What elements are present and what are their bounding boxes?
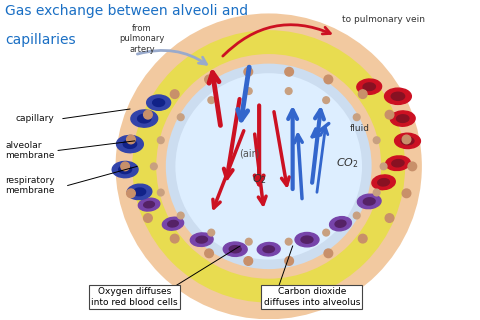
Ellipse shape bbox=[396, 115, 409, 123]
Ellipse shape bbox=[335, 220, 346, 227]
Text: from
pulmonary
artery: from pulmonary artery bbox=[119, 24, 165, 54]
Ellipse shape bbox=[119, 165, 132, 174]
Ellipse shape bbox=[244, 68, 252, 76]
Ellipse shape bbox=[385, 110, 394, 119]
Ellipse shape bbox=[353, 212, 360, 219]
Text: to pulmonary vein: to pulmonary vein bbox=[342, 15, 425, 24]
Ellipse shape bbox=[380, 163, 387, 170]
Ellipse shape bbox=[127, 189, 135, 198]
Ellipse shape bbox=[363, 198, 375, 205]
Text: Oxygen diffuses
into red blood cells: Oxygen diffuses into red blood cells bbox=[91, 287, 178, 307]
Ellipse shape bbox=[401, 137, 414, 145]
Ellipse shape bbox=[170, 234, 179, 243]
Ellipse shape bbox=[402, 135, 411, 144]
Ellipse shape bbox=[373, 189, 380, 196]
Ellipse shape bbox=[229, 246, 241, 253]
Ellipse shape bbox=[196, 236, 207, 243]
Ellipse shape bbox=[359, 90, 367, 99]
Ellipse shape bbox=[285, 68, 293, 76]
Ellipse shape bbox=[359, 234, 367, 243]
Ellipse shape bbox=[384, 88, 411, 104]
Text: $O_2$: $O_2$ bbox=[252, 172, 266, 186]
Ellipse shape bbox=[295, 233, 319, 247]
Text: capillaries: capillaries bbox=[5, 33, 76, 46]
Text: capillary: capillary bbox=[15, 114, 54, 123]
Ellipse shape bbox=[205, 75, 214, 84]
Ellipse shape bbox=[285, 257, 293, 265]
Ellipse shape bbox=[157, 137, 164, 144]
Ellipse shape bbox=[357, 79, 382, 94]
Ellipse shape bbox=[385, 214, 394, 222]
Ellipse shape bbox=[390, 111, 415, 126]
Ellipse shape bbox=[147, 95, 170, 110]
Ellipse shape bbox=[378, 179, 389, 186]
Ellipse shape bbox=[157, 189, 164, 196]
Text: respiratory
membrane: respiratory membrane bbox=[5, 176, 55, 195]
Ellipse shape bbox=[144, 110, 152, 119]
Ellipse shape bbox=[131, 110, 157, 127]
Ellipse shape bbox=[175, 73, 362, 260]
Ellipse shape bbox=[117, 135, 144, 153]
Ellipse shape bbox=[330, 217, 351, 231]
Ellipse shape bbox=[372, 175, 395, 190]
Ellipse shape bbox=[178, 114, 184, 121]
Ellipse shape bbox=[151, 163, 157, 170]
Ellipse shape bbox=[156, 54, 381, 279]
Ellipse shape bbox=[402, 189, 411, 198]
Text: Carbon dioxide
diffuses into alveolus: Carbon dioxide diffuses into alveolus bbox=[264, 287, 360, 307]
Ellipse shape bbox=[162, 217, 184, 230]
Ellipse shape bbox=[263, 246, 275, 252]
Ellipse shape bbox=[153, 99, 165, 107]
Ellipse shape bbox=[301, 236, 313, 243]
Ellipse shape bbox=[244, 257, 252, 265]
Ellipse shape bbox=[133, 188, 145, 196]
Text: alveolar
membrane: alveolar membrane bbox=[5, 141, 55, 160]
Ellipse shape bbox=[166, 64, 372, 269]
Ellipse shape bbox=[168, 220, 178, 227]
Ellipse shape bbox=[358, 194, 381, 209]
Ellipse shape bbox=[127, 184, 152, 200]
Ellipse shape bbox=[386, 156, 410, 171]
Ellipse shape bbox=[285, 88, 292, 94]
Ellipse shape bbox=[112, 161, 138, 178]
Ellipse shape bbox=[138, 198, 160, 211]
Ellipse shape bbox=[391, 92, 405, 100]
Text: fluid: fluid bbox=[350, 124, 370, 132]
Ellipse shape bbox=[245, 238, 252, 245]
Ellipse shape bbox=[116, 13, 422, 319]
Ellipse shape bbox=[285, 238, 292, 245]
Ellipse shape bbox=[324, 75, 333, 84]
Ellipse shape bbox=[324, 249, 333, 258]
Ellipse shape bbox=[208, 97, 215, 103]
Ellipse shape bbox=[395, 133, 420, 148]
Ellipse shape bbox=[144, 214, 152, 222]
Ellipse shape bbox=[245, 88, 252, 94]
Text: $CO_2$: $CO_2$ bbox=[336, 156, 359, 170]
Text: (air): (air) bbox=[240, 148, 260, 159]
Ellipse shape bbox=[223, 242, 247, 256]
Ellipse shape bbox=[363, 83, 375, 91]
Ellipse shape bbox=[353, 114, 360, 121]
Ellipse shape bbox=[170, 90, 179, 99]
Ellipse shape bbox=[178, 212, 184, 219]
Ellipse shape bbox=[138, 114, 151, 123]
Ellipse shape bbox=[257, 243, 280, 256]
Ellipse shape bbox=[123, 140, 137, 148]
Ellipse shape bbox=[132, 30, 405, 303]
Ellipse shape bbox=[323, 229, 329, 236]
Ellipse shape bbox=[127, 135, 135, 144]
Ellipse shape bbox=[144, 201, 155, 208]
Ellipse shape bbox=[205, 249, 214, 258]
Ellipse shape bbox=[373, 137, 380, 144]
Ellipse shape bbox=[408, 162, 417, 171]
Ellipse shape bbox=[190, 233, 213, 246]
Ellipse shape bbox=[121, 162, 130, 171]
Ellipse shape bbox=[323, 97, 329, 103]
Text: Gas exchange between alveoli and: Gas exchange between alveoli and bbox=[5, 4, 249, 18]
Ellipse shape bbox=[392, 160, 404, 167]
Ellipse shape bbox=[208, 229, 215, 236]
